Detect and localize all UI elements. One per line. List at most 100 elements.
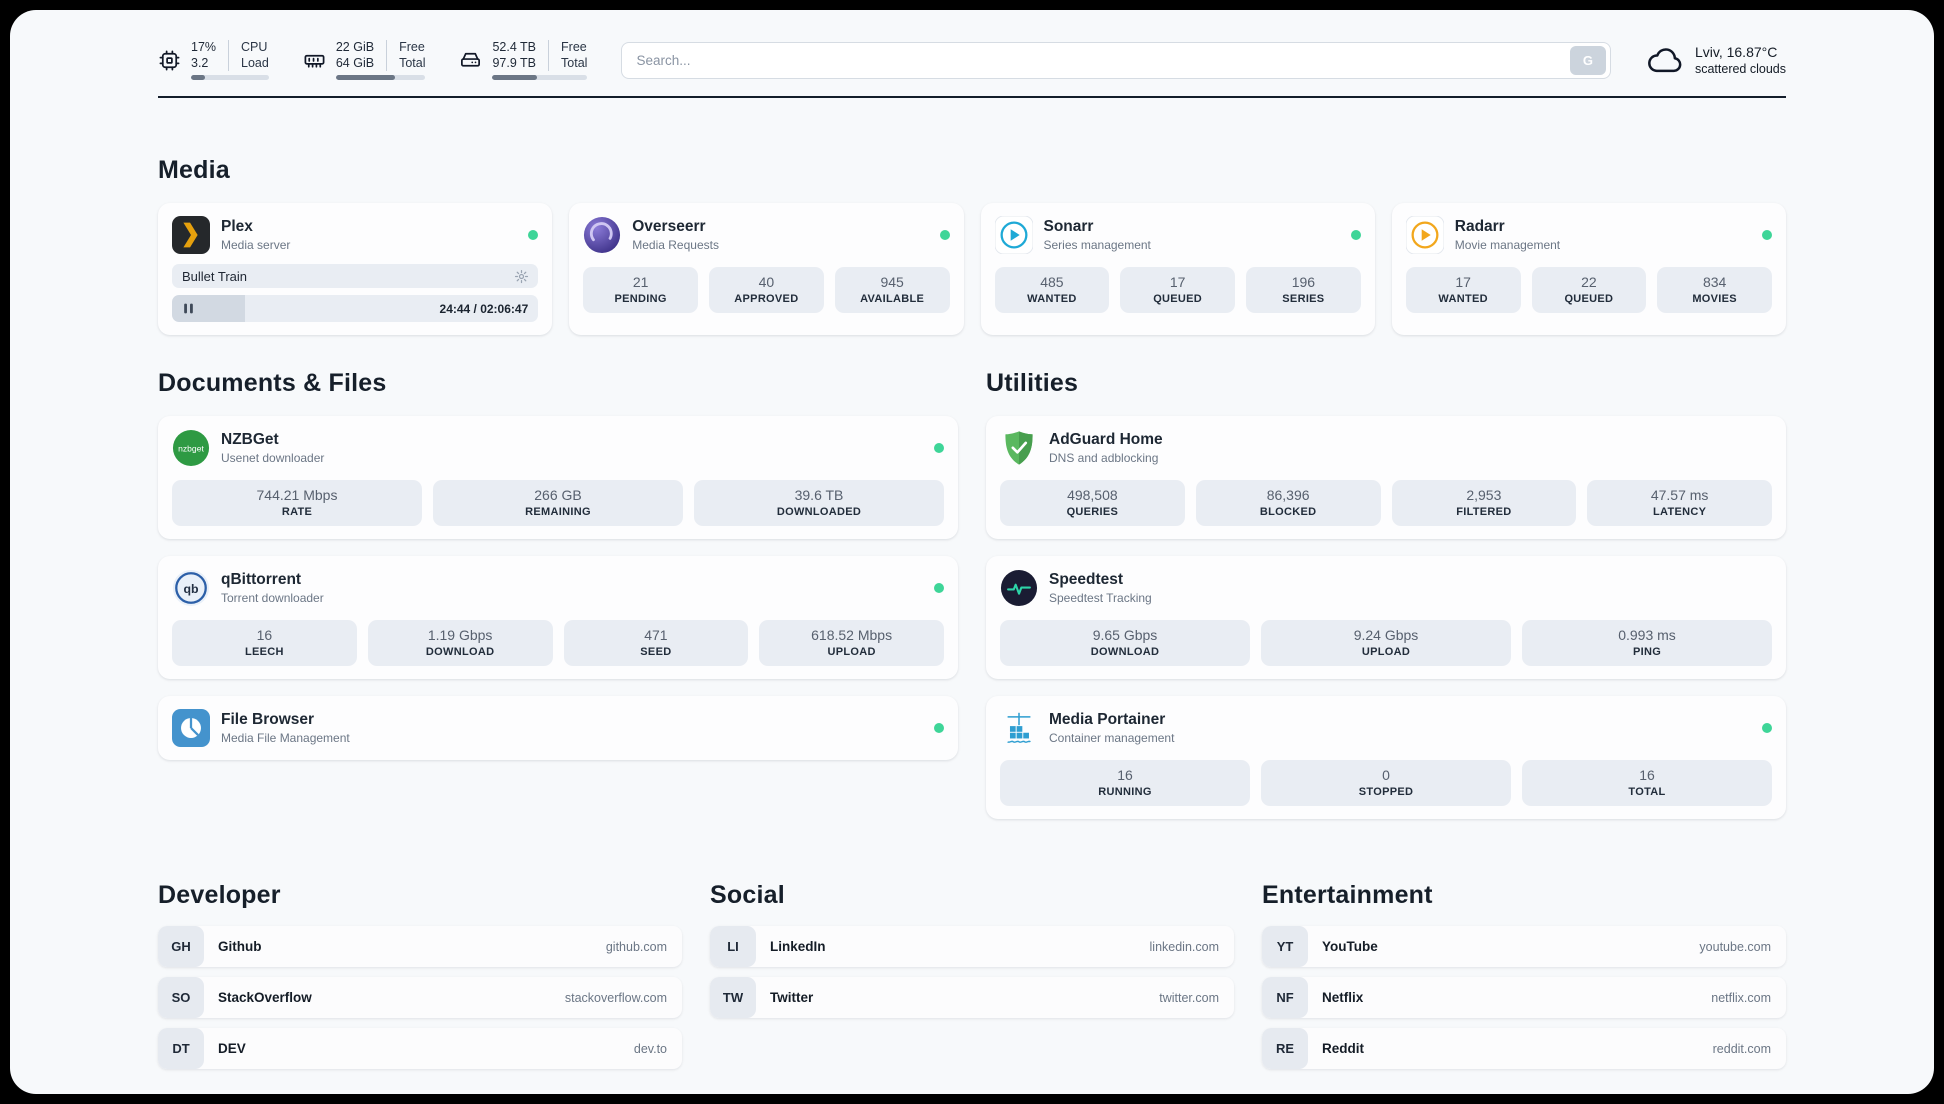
stat-label: QUEUED [1153,293,1203,306]
link-linkedin[interactable]: LI LinkedIn linkedin.com [710,926,1234,968]
playback-time: 24:44 / 02:06:47 [439,301,529,316]
stat-label: LATENCY [1653,506,1707,519]
stat-label: PING [1632,646,1662,659]
app-card-speedtest[interactable]: Speedtest Speedtest Tracking 9.65 Gbps D… [986,556,1786,680]
stat-label: UPLOAD [1361,646,1411,659]
stat-value: 834 [1702,274,1727,291]
app-subtitle: Speedtest Tracking [1049,591,1152,606]
disk-icon [459,49,482,72]
stat-value: 266 GB [534,487,582,504]
stat-value: 498,508 [1067,487,1118,504]
stat-box: 2,953 FILTERED [1391,480,1577,527]
stat-value: 17 [1455,274,1471,291]
stat-value: 16 [1639,767,1655,784]
portainer-icon [1000,709,1038,747]
app-card-plex[interactable]: Plex Media server Bullet Train [158,203,553,336]
stat-box: 266 GB REMAINING [433,480,683,527]
cpu-widget: 17% 3.2 CPU Load [158,40,269,81]
stat-value: 21 [632,274,649,291]
link-url: youtube.com [1699,939,1771,954]
app-card-qbittorrent[interactable]: qb qBittorrent Torrent downloader 16 [158,556,958,680]
app-card-overseerr[interactable]: Overseerr Media Requests 21 PENDING 40 A… [569,203,964,336]
app-name: Plex [221,218,253,236]
documents-column: Documents & Files nzbget NZBGet Usenet d… [158,369,958,819]
stat-label: TOTAL [1628,786,1666,799]
stat-label: FILTERED [1456,506,1512,519]
search-engine-button[interactable]: G [1569,45,1606,75]
section-title-documents: Documents & Files [158,369,387,398]
link-abbr: SO [158,977,204,1019]
link-abbr: GH [158,926,204,968]
link-abbr: TW [710,977,756,1019]
app-card-filebrowser[interactable]: File Browser Media File Management [158,696,958,761]
link-github[interactable]: GH Github github.com [158,926,682,968]
header-divider [158,96,1786,99]
ram-total-label: Total [399,55,426,70]
app-name: qBittorrent [221,571,302,589]
nzbget-icon: nzbget [172,429,210,467]
disk-widget: 52.4 TB 97.9 TB Free Total [459,40,588,81]
link-url: twitter.com [1159,990,1219,1005]
stat-label: SERIES [1282,293,1325,306]
link-url: dev.to [633,1041,667,1056]
app-name: Radarr [1454,218,1505,236]
link-abbr: RE [1262,1028,1308,1070]
cpu-icon [158,49,181,72]
cpu-progress-bar [191,75,269,81]
link-youtube[interactable]: YT YouTube youtube.com [1262,926,1786,968]
stat-box: 196 SERIES [1246,267,1361,314]
app-subtitle: Media Requests [632,238,719,253]
stat-box: 40 APPROVED [709,267,824,314]
link-reddit[interactable]: RE Reddit reddit.com [1262,1028,1786,1070]
app-subtitle: Container management [1049,731,1175,746]
stat-box: 17 WANTED [1405,267,1521,314]
app-card-adguard[interactable]: AdGuard Home DNS and adblocking 498,508 … [986,416,1786,540]
svg-text:nzbget: nzbget [178,444,204,454]
stat-value: 485 [1040,274,1064,291]
ram-widget: 22 GiB 64 GiB Free Total [303,40,426,81]
link-abbr: DT [158,1028,204,1070]
status-indicator [1762,230,1772,241]
stat-label: SEED [640,646,672,659]
disk-total-value: 97.9 TB [492,55,537,70]
stat-box: 498,508 QUERIES [1000,480,1185,527]
link-stackoverflow[interactable]: SO StackOverflow stackoverflow.com [158,977,682,1019]
stat-box: 744.21 Mbps RATE [172,480,422,527]
link-netflix[interactable]: NF Netflix netflix.com [1262,977,1786,1019]
plex-icon [172,216,210,255]
app-card-sonarr[interactable]: Sonarr Series management 485 WANTED 17 Q… [980,203,1375,336]
link-dev[interactable]: DT DEV dev.to [158,1028,682,1070]
section-title-social: Social [710,881,785,910]
app-card-nzbget[interactable]: nzbget NZBGet Usenet downloader 744.21 M… [158,416,958,540]
stat-box: 16 LEECH [172,620,357,667]
stat-box: 618.52 Mbps UPLOAD [759,620,944,667]
link-url: netflix.com [1711,990,1771,1005]
stat-box: 9.24 Gbps UPLOAD [1261,620,1511,667]
search-input[interactable] [626,52,1570,68]
gear-icon[interactable] [514,268,530,284]
disk-free-label: Free [561,40,587,54]
app-card-radarr[interactable]: Radarr Movie management 17 WANTED 22 QUE… [1391,203,1786,336]
stat-value: 1.19 Gbps [427,627,493,644]
stat-box: 22 QUEUED [1531,267,1647,314]
stat-box: 0.993 ms PING [1522,620,1772,667]
app-name: AdGuard Home [1049,431,1163,449]
status-indicator [934,443,944,454]
stat-box: 485 WANTED [994,267,1110,314]
link-twitter[interactable]: TW Twitter twitter.com [710,977,1234,1019]
cloud-icon [1645,40,1685,80]
overseerr-icon [583,216,621,254]
stat-value: 40 [758,274,775,291]
stat-box: 47.57 ms LATENCY [1587,480,1772,527]
link-name: Github [218,939,262,955]
speedtest-icon [1000,569,1038,607]
stat-label: BLOCKED [1259,506,1317,519]
stat-value: 618.52 Mbps [811,627,893,644]
app-card-portainer[interactable]: Media Portainer Container management 16 … [986,696,1786,820]
app-subtitle: Media File Management [221,731,350,746]
cpu-load-value: 3.2 [191,55,209,70]
stat-box: 9.65 Gbps DOWNLOAD [1000,620,1250,667]
pause-icon[interactable] [182,302,196,316]
link-name: StackOverflow [218,990,312,1006]
stat-value: 2,953 [1466,487,1502,504]
